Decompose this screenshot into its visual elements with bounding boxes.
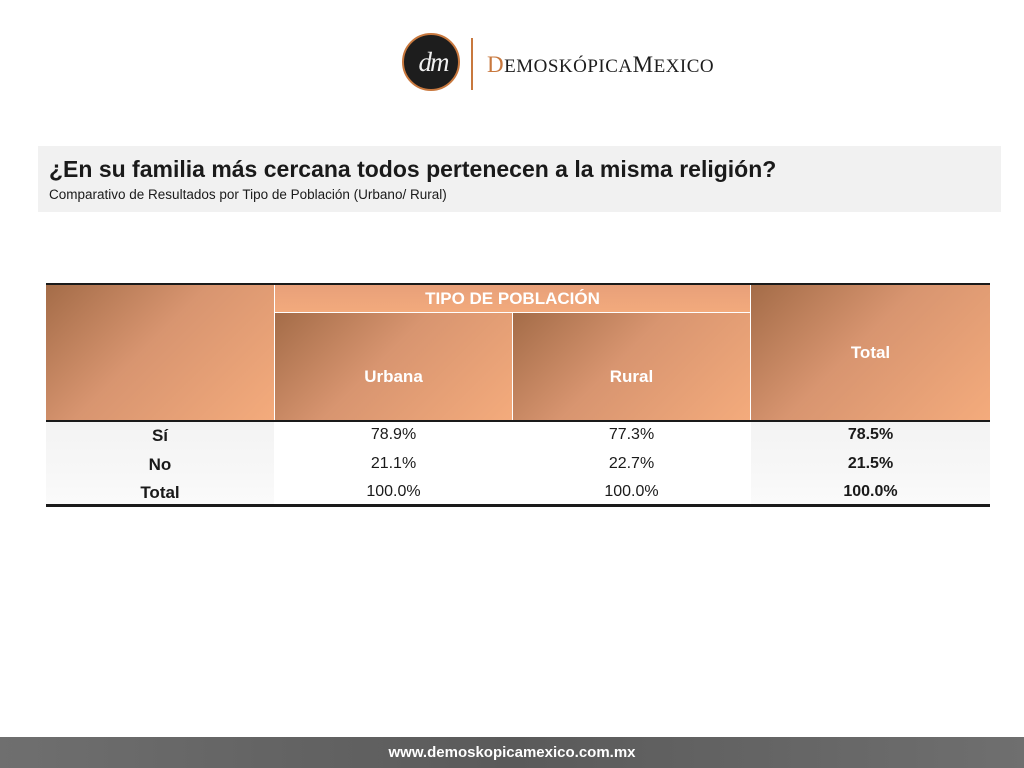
page-title: ¿En su familia más cercana todos pertene… bbox=[49, 156, 777, 182]
table-header-rule bbox=[46, 420, 990, 422]
row-label-si: Sí bbox=[151, 426, 169, 445]
title-box: ¿En su familia más cercana todos pertene… bbox=[38, 146, 1001, 212]
cell-si-rural: 77.3% bbox=[608, 426, 655, 443]
row-label-total: Total bbox=[140, 483, 180, 502]
cell-total-urbana: 100.0% bbox=[366, 483, 421, 500]
cell-no-urbana: 21.1% bbox=[370, 455, 417, 472]
logo-monogram: dm bbox=[418, 47, 450, 77]
page-subtitle: Comparativo de Resultados por Tipo de Po… bbox=[49, 187, 447, 202]
footer-website-link[interactable]: www.demoskopicamexico.com.mx bbox=[388, 744, 636, 761]
logo-letter-m: M bbox=[632, 52, 654, 77]
table-top-rule bbox=[46, 283, 990, 285]
footer-bar: www.demoskopicamexico.com.mx bbox=[0, 737, 1024, 768]
logo-word-demoskopica: EMOSKÓPICA bbox=[504, 56, 633, 77]
cell-si-total: 78.5% bbox=[847, 426, 894, 443]
cell-total-rural: 100.0% bbox=[604, 483, 659, 500]
row-label-no: No bbox=[148, 455, 172, 474]
total-column-background bbox=[751, 422, 990, 504]
table-bottom-rule bbox=[46, 504, 990, 507]
cell-no-total: 21.5% bbox=[847, 455, 894, 472]
cell-no-rural: 22.7% bbox=[608, 455, 655, 472]
header-total: Total bbox=[751, 285, 990, 420]
logo-divider bbox=[471, 38, 473, 90]
results-table: TIPO DE POBLACIÓN Urbana Rural Total Sí … bbox=[46, 283, 990, 508]
logo-emblem: dm bbox=[402, 33, 460, 91]
header-rural: Rural bbox=[513, 313, 750, 420]
header-urbana: Urbana bbox=[275, 313, 512, 420]
brand-logo: dm DEMOSKÓPICAMEXICO bbox=[400, 32, 714, 94]
header-tipo-poblacion: TIPO DE POBLACIÓN bbox=[275, 285, 750, 312]
cell-si-urbana: 78.9% bbox=[370, 426, 417, 443]
row-labels-column bbox=[46, 422, 274, 504]
logo-letter-d: D bbox=[487, 52, 505, 77]
header-empty-corner bbox=[46, 285, 274, 420]
cell-total-total: 100.0% bbox=[843, 483, 898, 500]
logo-wordmark: DEMOSKÓPICAMEXICO bbox=[487, 52, 714, 78]
logo-word-mexico: EXICO bbox=[653, 56, 715, 77]
